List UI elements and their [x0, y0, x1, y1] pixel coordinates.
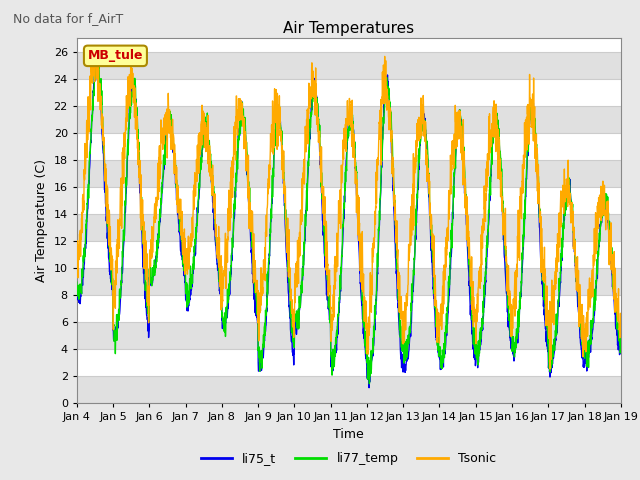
- Bar: [77, 160, 621, 187]
- Title: Air Temperatures: Air Temperatures: [284, 21, 414, 36]
- X-axis label: Time: Time: [333, 428, 364, 441]
- Y-axis label: Air Temperature (C): Air Temperature (C): [35, 159, 48, 282]
- Bar: [77, 376, 621, 403]
- Bar: [77, 268, 621, 295]
- Legend: li75_t, li77_temp, Tsonic: li75_t, li77_temp, Tsonic: [196, 447, 502, 470]
- Bar: [77, 322, 621, 349]
- Bar: [77, 106, 621, 133]
- Bar: [77, 52, 621, 79]
- Bar: [77, 214, 621, 241]
- Text: MB_tule: MB_tule: [88, 49, 143, 62]
- Text: No data for f_AirT: No data for f_AirT: [13, 12, 123, 25]
